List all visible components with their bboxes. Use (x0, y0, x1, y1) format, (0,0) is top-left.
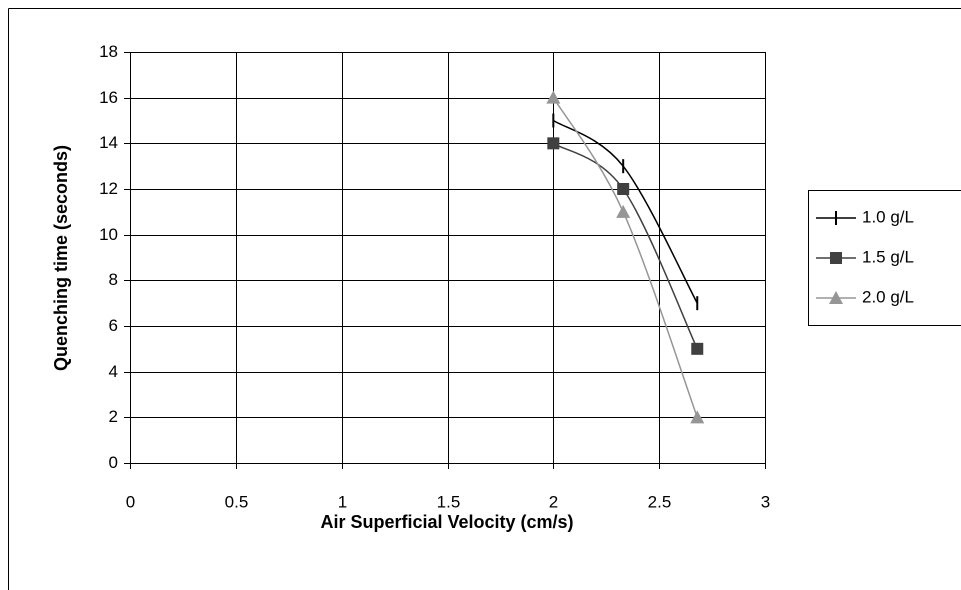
y-tick-label: 18 (99, 42, 118, 61)
series-line (552, 142, 698, 350)
y-tick-label: 14 (99, 133, 118, 152)
y-tick-label: 6 (109, 316, 118, 335)
x-tick-label: 0.5 (225, 492, 249, 511)
marker (547, 137, 560, 150)
y-axis-label: Quenching time (seconds) (51, 145, 71, 371)
legend-label: 2.0 g/L (862, 287, 914, 306)
x-axis-label: Air Superficial Velocity (cm/s) (320, 512, 573, 532)
marker (617, 183, 630, 195)
y-tick-label: 2 (109, 407, 118, 426)
y-tick-label: 4 (109, 362, 118, 381)
legend-marker (830, 252, 842, 264)
x-tick-label: 1.5 (437, 492, 461, 511)
series-line (552, 97, 698, 418)
marker (546, 90, 561, 104)
y-tick-label: 16 (99, 88, 118, 107)
y-tick-label: 12 (99, 179, 118, 198)
y-tick-label: 10 (99, 225, 118, 244)
legend-label: 1.5 g/L (862, 247, 914, 266)
x-tick-label: 2 (549, 492, 558, 511)
x-tick-label: 0 (126, 492, 135, 511)
marker (690, 410, 705, 424)
x-tick-label: 2.5 (648, 492, 672, 511)
y-tick-label: 0 (109, 453, 118, 472)
x-tick-label: 3 (761, 492, 770, 511)
marker (691, 342, 704, 355)
marker (616, 204, 631, 218)
legend-marker (829, 291, 843, 304)
x-tick-label: 1 (338, 492, 347, 511)
series-line (552, 119, 698, 304)
y-tick-label: 8 (109, 270, 118, 289)
plot-border (130, 52, 766, 464)
legend-label: 1.0 g/L (862, 207, 914, 226)
